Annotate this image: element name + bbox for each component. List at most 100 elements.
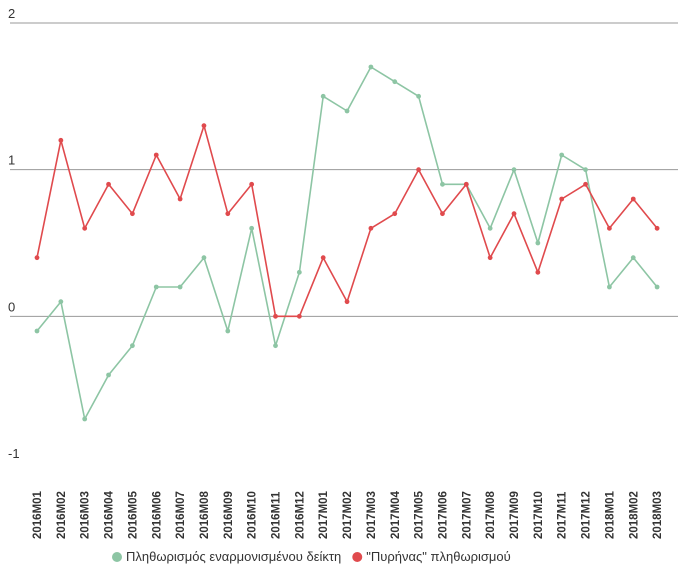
series-1 xyxy=(34,123,660,319)
data-point xyxy=(440,181,445,187)
y-tick-label: -1 xyxy=(8,446,20,461)
data-point xyxy=(130,343,135,349)
legend-marker xyxy=(352,552,363,562)
data-point xyxy=(34,328,40,334)
data-point xyxy=(583,181,588,187)
x-tick-label: 2017M10 xyxy=(533,491,545,539)
x-tick-label: 2017M05 xyxy=(414,490,426,539)
data-point xyxy=(34,255,40,261)
data-point xyxy=(511,167,517,173)
x-tick-label: 2017M02 xyxy=(342,491,354,539)
data-point xyxy=(559,152,565,158)
series-line xyxy=(36,66,658,420)
data-point xyxy=(201,255,207,261)
x-tick-label: 2017M09 xyxy=(509,491,521,539)
y-tick-label: 2 xyxy=(8,6,15,21)
data-point xyxy=(273,343,278,349)
data-point xyxy=(654,225,660,231)
x-tick-label: 2016M10 xyxy=(247,491,259,539)
x-tick-label: 2017M08 xyxy=(485,490,497,539)
data-point xyxy=(440,211,445,217)
data-point xyxy=(607,284,612,290)
data-point xyxy=(535,240,541,246)
data-point xyxy=(106,372,111,378)
data-point xyxy=(654,284,660,290)
x-tick-label: 2016M04 xyxy=(104,490,116,539)
data-point xyxy=(153,152,159,158)
x-tick-label: 2017M11 xyxy=(557,491,569,539)
data-point xyxy=(58,299,64,305)
x-axis-ticks: 2016M01 2016M02 2016M03 2016M04 2016M05 2016M… xyxy=(32,490,664,539)
x-tick-label: 2016M09 xyxy=(223,491,235,539)
y-tick-label: 1 xyxy=(8,153,15,168)
data-point xyxy=(344,299,350,305)
data-point xyxy=(368,64,374,70)
data-point xyxy=(630,255,636,261)
x-tick-label: 2017M07 xyxy=(461,491,473,539)
y-axis-ticks: -1 0 1 2 xyxy=(8,6,20,461)
x-tick-label: 2018M02 xyxy=(628,491,640,539)
x-tick-label: 2017M01 xyxy=(318,490,330,539)
data-point xyxy=(249,225,255,231)
data-point xyxy=(607,225,612,231)
data-point xyxy=(320,93,326,99)
y-tick-label: 0 xyxy=(8,299,15,314)
legend-marker xyxy=(112,552,122,562)
gridlines xyxy=(10,22,678,317)
x-tick-label: 2017M12 xyxy=(581,491,593,539)
data-point xyxy=(225,211,231,217)
data-point xyxy=(130,211,135,217)
data-point xyxy=(630,196,636,202)
x-tick-label: 2016M12 xyxy=(294,491,306,539)
data-point xyxy=(392,211,398,217)
data-point xyxy=(249,181,255,187)
x-tick-label: 2016M08 xyxy=(199,490,211,539)
data-point xyxy=(344,108,350,114)
legend-item-1: "Πυρήνας" πληθωρισμού xyxy=(352,549,511,564)
series-lines xyxy=(34,64,660,422)
x-tick-label: 2016M02 xyxy=(56,491,68,539)
data-point xyxy=(273,313,278,319)
data-point xyxy=(416,93,421,99)
legend-item-0: Πληθωρισμός εναρμονισμένου δείκτη xyxy=(112,549,341,564)
x-tick-label: 2017M03 xyxy=(366,491,378,539)
legend: Πληθωρισμός εναρμονισμένου δείκτη "Πυρήνα… xyxy=(112,549,511,564)
data-point xyxy=(320,255,326,261)
data-point xyxy=(82,225,88,231)
x-tick-label: 2016M07 xyxy=(175,491,187,539)
data-point xyxy=(487,225,493,231)
data-point xyxy=(153,284,159,290)
data-point xyxy=(583,167,588,173)
x-tick-label: 2016M05 xyxy=(127,490,139,539)
x-tick-label: 2016M06 xyxy=(151,491,163,539)
legend-label: "Πυρήνας" πληθωρισμού xyxy=(366,549,510,564)
data-point xyxy=(463,181,469,187)
data-point xyxy=(296,313,302,319)
data-point xyxy=(416,167,421,173)
data-point xyxy=(535,269,541,275)
x-tick-label: 2017M04 xyxy=(390,490,402,539)
series-line xyxy=(36,124,658,318)
data-point xyxy=(368,225,374,231)
data-point xyxy=(177,196,183,202)
data-point xyxy=(487,255,493,261)
x-tick-label: 2017M06 xyxy=(437,491,449,539)
data-point xyxy=(58,137,64,143)
x-tick-label: 2016M01 xyxy=(32,490,44,539)
series-0 xyxy=(34,64,660,422)
x-tick-label: 2018M03 xyxy=(652,491,664,539)
x-tick-label: 2018M01 xyxy=(604,490,616,539)
data-point xyxy=(106,181,111,187)
data-point xyxy=(177,284,183,290)
data-point xyxy=(559,196,565,202)
x-tick-label: 2016M03 xyxy=(80,491,92,539)
data-point xyxy=(225,328,231,334)
legend-label: Πληθωρισμός εναρμονισμένου δείκτη xyxy=(126,549,341,564)
data-point xyxy=(392,79,398,85)
x-tick-label: 2016M11 xyxy=(271,491,283,539)
data-point xyxy=(511,211,517,217)
data-point xyxy=(296,269,302,275)
data-point xyxy=(201,123,207,129)
